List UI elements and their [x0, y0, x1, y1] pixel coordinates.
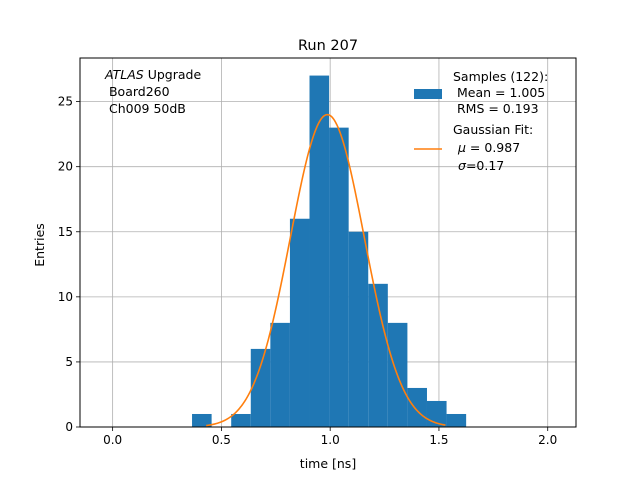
chart-title: Run 207 [298, 38, 358, 54]
legend-samples-swatch [414, 89, 442, 99]
x-tick-label: 2.0 [538, 433, 557, 447]
legend-fit-line-3: σ=0.17 [458, 158, 504, 173]
histogram-bar [407, 387, 427, 427]
y-tick-label: 0 [65, 420, 73, 434]
y-tick-label: 10 [58, 290, 73, 304]
annotation-upgrade: Upgrade [144, 67, 202, 82]
legend-fit-mu-value: = 0.987 [466, 140, 520, 155]
x-axis-label: time [ns] [300, 456, 356, 471]
fit-layer [206, 113, 446, 427]
legend: Samples (122): Mean = 1.005 RMS = 0.193 … [414, 69, 548, 173]
y-tick-label: 25 [58, 95, 73, 109]
x-tick-label: 1.0 [321, 433, 340, 447]
histogram-bar [250, 348, 271, 427]
x-tick-label: 0.0 [103, 433, 122, 447]
legend-fit-sigma-value: =0.17 [466, 158, 504, 173]
plot-frame [79, 57, 577, 428]
histogram-bar [309, 75, 330, 428]
legend-fit-line-2: μ = 0.987 [457, 140, 520, 155]
histogram-bar [231, 413, 251, 427]
x-tick-label: 0.5 [212, 433, 231, 447]
histogram-bar [329, 127, 349, 427]
y-tick-label: 5 [65, 355, 73, 369]
legend-fit-sigma-symbol: σ [458, 158, 467, 173]
atlas-annotation: ATLAS Upgrade Board260 Ch009 50dB [104, 67, 201, 116]
annotation-atlas: ATLAS [104, 67, 144, 82]
x-tick-label: 1.5 [429, 433, 448, 447]
histogram-bar [192, 413, 212, 427]
gaussian-fit-line [206, 113, 446, 427]
histogram-bar [446, 413, 467, 427]
ticks-layer: 0.0 0.5 1.0 1.5 2.0 0 5 10 15 20 25 [58, 95, 558, 447]
bars-layer [192, 75, 467, 428]
annotation-line-1: ATLAS Upgrade [104, 67, 201, 82]
legend-samples-line-3: RMS = 0.193 [453, 101, 539, 116]
y-tick-label: 15 [58, 225, 73, 239]
histogram-bar [289, 218, 310, 427]
annotation-line-3: Ch009 50dB [105, 101, 186, 116]
annotation-line-2: Board260 [105, 84, 170, 99]
histogram-bar [348, 231, 369, 427]
legend-fit-mu-symbol: μ [457, 140, 466, 155]
legend-samples-line-2: Mean = 1.005 [453, 85, 545, 100]
y-tick-label: 20 [58, 160, 73, 174]
histogram-bar [270, 322, 290, 427]
histogram-bar [368, 283, 388, 427]
y-axis-label: Entries [32, 223, 47, 267]
legend-samples-line-1: Samples (122): [453, 69, 548, 84]
legend-fit-line-1: Gaussian Fit: [453, 122, 533, 137]
